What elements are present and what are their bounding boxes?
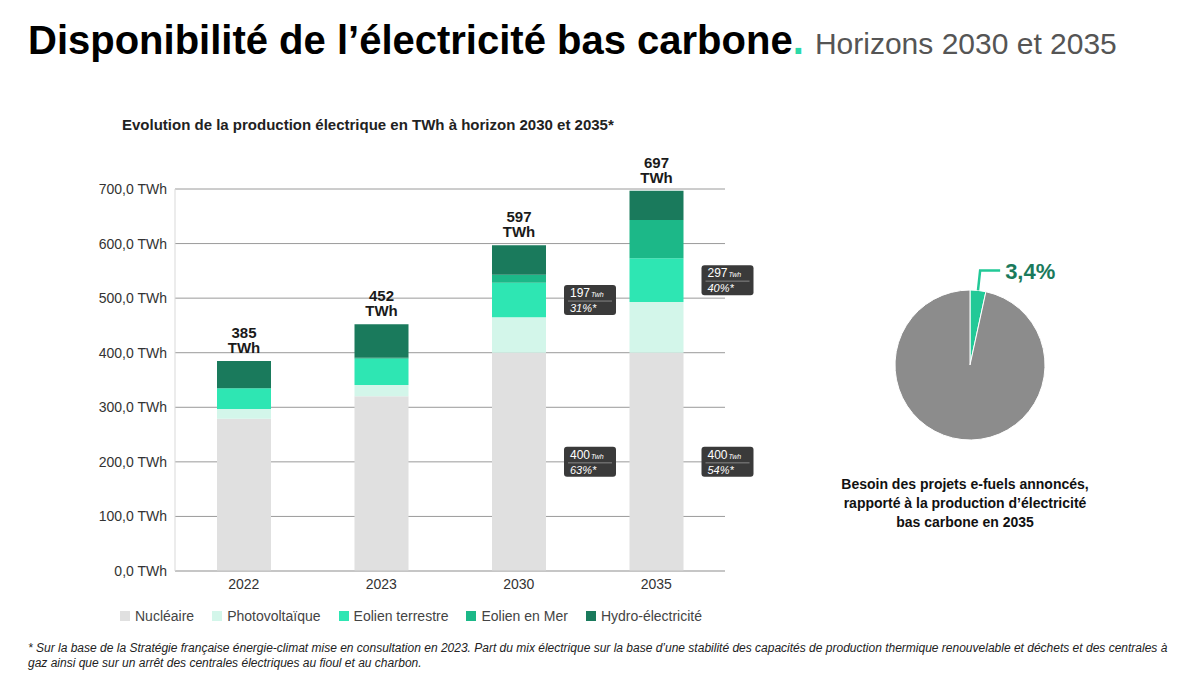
svg-text:100,0 TWh: 100,0 TWh	[99, 508, 167, 524]
html-text:* Sur la base de la Stratégie: * Sur la base de la Stratégie française …	[28, 641, 1168, 670]
svg-text:2030: 2030	[503, 576, 534, 592]
html-text:Eolien terrestre: Eolien terrestre	[353, 608, 449, 624]
svg-text:300,0 TWh: 300,0 TWh	[99, 399, 167, 415]
svg-text:297Twh: 297Twh	[708, 266, 742, 280]
svg-text:452TWh: 452TWh	[365, 287, 397, 319]
svg-text:3,4%: 3,4%	[1005, 259, 1055, 284]
html-text:Evolution de la production éle: Evolution de la production électrique en…	[122, 116, 614, 133]
svg-text:400Twh: 400Twh	[570, 448, 604, 462]
svg-text:600,0 TWh: 600,0 TWh	[99, 236, 167, 252]
svg-text:197Twh: 197Twh	[570, 286, 604, 300]
html-text:Photovoltaïque: Photovoltaïque	[227, 608, 321, 624]
svg-text:2035: 2035	[641, 576, 672, 592]
svg-text:54%*: 54%*	[708, 464, 735, 476]
svg-text:697TWh: 697TWh	[640, 154, 672, 186]
svg-text:200,0 TWh: 200,0 TWh	[99, 454, 167, 470]
svg-text:31%*: 31%*	[570, 302, 597, 314]
svg-text:500,0 TWh: 500,0 TWh	[99, 290, 167, 306]
html-text:Eolien en Mer: Eolien en Mer	[481, 608, 568, 624]
html-text:bas carbone en 2035: bas carbone en 2035	[896, 514, 1034, 530]
html-text:Nucléaire: Nucléaire	[135, 608, 195, 624]
html-text:Hydro-électricité: Hydro-électricité	[600, 608, 702, 624]
svg-text:0,0 TWh: 0,0 TWh	[114, 563, 167, 579]
svg-text:385TWh: 385TWh	[228, 324, 260, 356]
svg-text:400Twh: 400Twh	[708, 448, 742, 462]
svg-text:400,0 TWh: 400,0 TWh	[99, 345, 167, 361]
svg-text:597TWh: 597TWh	[503, 208, 535, 240]
svg-text:700,0 TWh: 700,0 TWh	[99, 181, 167, 197]
svg-text:40%*: 40%*	[708, 282, 735, 294]
html-text:Disponibilité de l’électricité: Disponibilité de l’électricité bas carbo…	[28, 18, 1117, 62]
svg-text:2022: 2022	[228, 576, 259, 592]
svg-text:63%*: 63%*	[570, 464, 597, 476]
svg-text:2023: 2023	[366, 576, 397, 592]
html-text:Besoin des projets e-fuels ann: Besoin des projets e-fuels annoncés,	[841, 476, 1089, 492]
html-text:rapporté à la production d’éle: rapporté à la production d’électricité	[843, 495, 1087, 511]
